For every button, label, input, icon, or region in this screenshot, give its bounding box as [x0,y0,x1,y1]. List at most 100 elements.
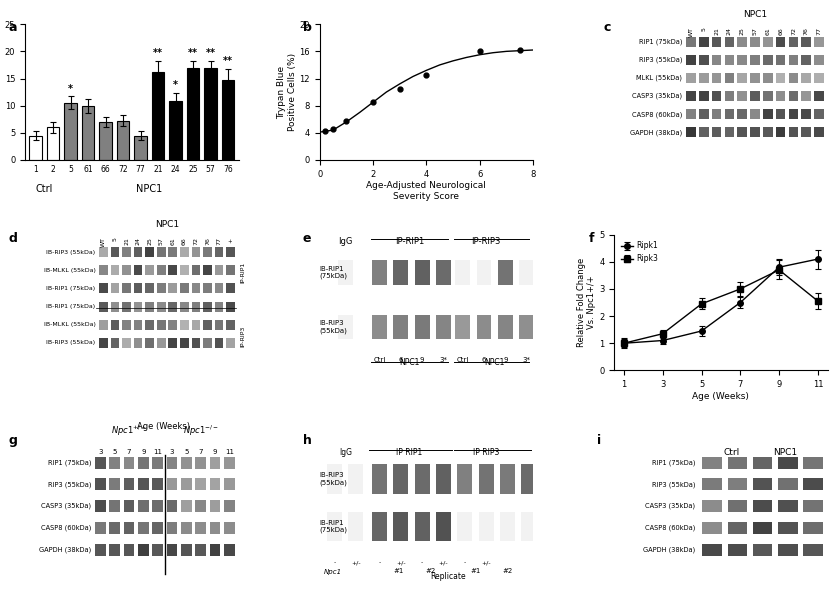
Bar [152,72,164,160]
Bar [180,338,189,348]
Bar [203,319,212,330]
Text: +/-: +/- [351,560,361,566]
Bar [393,315,408,339]
Text: IB-RIP1
(75kDa): IB-RIP1 (75kDa) [319,266,348,280]
Text: *: * [173,80,178,91]
Bar [737,55,747,65]
Bar [436,464,451,494]
Bar [215,338,223,348]
Bar [699,73,709,83]
Text: **: ** [223,56,233,66]
Bar [191,266,201,275]
Text: 57: 57 [159,237,164,245]
Text: d: d [8,232,17,245]
Text: 77: 77 [217,237,222,246]
Bar [227,338,235,348]
Bar [686,55,696,65]
Text: 9: 9 [212,449,217,455]
Bar [788,73,798,83]
Bar [110,266,120,275]
Text: NPC1: NPC1 [743,10,767,19]
Bar [725,55,734,65]
Bar [99,284,108,293]
Bar [327,512,342,541]
Bar [702,544,722,555]
Bar [686,73,696,83]
Bar [227,319,235,330]
Text: WT: WT [101,237,106,247]
Bar [215,266,223,275]
Bar [372,512,387,541]
Bar [349,512,364,541]
Bar [145,319,154,330]
Bar [699,110,709,119]
Text: 25: 25 [740,27,745,35]
Bar [372,464,387,494]
Text: 7: 7 [127,449,131,455]
Bar [181,457,191,469]
Text: -: - [464,560,466,566]
Bar [763,110,772,119]
Bar [776,128,786,137]
Text: IP-RIP1: IP-RIP1 [241,262,246,283]
Bar [725,73,734,83]
Text: 77: 77 [817,27,822,35]
Bar [215,319,223,330]
Bar [181,479,191,491]
Bar [519,260,534,285]
Bar [802,73,811,83]
Bar [803,522,823,534]
Bar [750,73,760,83]
Bar [372,260,387,285]
Text: NPC1: NPC1 [155,220,179,229]
Text: NPC1: NPC1 [136,185,162,194]
Text: Ctrl: Ctrl [723,448,740,457]
Bar [737,73,747,83]
Bar [166,522,177,534]
Bar [788,128,798,137]
Bar [110,522,120,534]
Bar [99,266,108,275]
Legend: Ripk1, Ripk3: Ripk1, Ripk3 [618,238,661,266]
Bar [166,457,177,469]
Bar [145,266,154,275]
Text: i: i [597,434,601,447]
Bar [750,110,760,119]
Bar [152,544,163,555]
Bar [814,128,824,137]
Text: 57: 57 [752,27,757,35]
Text: CASP3 (35kDa): CASP3 (35kDa) [632,93,682,99]
Bar [122,319,131,330]
Bar [64,103,77,160]
Text: 76: 76 [803,27,808,35]
Text: +/-: +/- [482,560,491,566]
Bar [750,37,760,47]
Text: CASP8 (60kDa): CASP8 (60kDa) [645,525,696,531]
Bar [737,128,747,137]
Text: Ctrl: Ctrl [36,185,53,194]
Bar [477,315,492,339]
Bar [802,128,811,137]
Bar [455,260,470,285]
Bar [500,512,515,541]
Bar [157,302,166,312]
Bar [191,284,201,293]
Text: 3: 3 [99,449,103,455]
Bar [122,302,131,312]
Text: **: ** [153,48,163,59]
Text: 11: 11 [225,449,234,455]
Text: c: c [604,22,611,34]
Bar [455,315,470,339]
Bar [477,260,492,285]
Bar [99,247,108,257]
Bar [145,338,154,348]
Bar [95,500,106,512]
Bar [99,302,108,312]
Bar [138,479,149,491]
Text: #1: #1 [394,567,404,574]
Bar [699,37,709,47]
Bar [814,37,824,47]
Bar [110,319,120,330]
Bar [725,128,734,137]
Text: #2: #2 [426,567,436,574]
